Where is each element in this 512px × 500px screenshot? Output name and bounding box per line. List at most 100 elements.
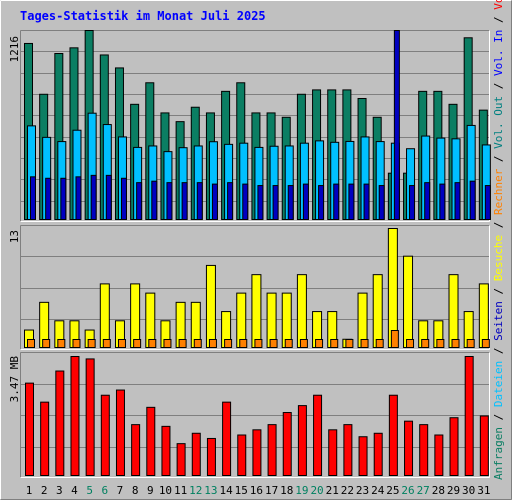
bar-seiten: [484, 185, 491, 220]
bar-rechner: [436, 339, 445, 348]
x-tick-label: 7: [117, 484, 124, 497]
bar-volumen: [252, 429, 262, 476]
bar-seiten: [409, 185, 416, 220]
bar-volumen: [222, 401, 232, 476]
bar-besuche: [205, 264, 216, 348]
panel-visits-ymax-label: 13: [8, 230, 21, 243]
bar-besuche: [130, 283, 141, 348]
bar-volumen: [100, 394, 110, 477]
bar-rechner: [254, 339, 263, 348]
legend-item: Vol. Out: [492, 96, 505, 149]
bar-rechner: [481, 339, 490, 348]
bar-volumen: [191, 432, 201, 477]
chart-legend: Anfragen / Dateien / Seiten / Besuche / …: [492, 0, 505, 480]
bar-volumen: [282, 412, 292, 476]
bar-seiten: [333, 183, 340, 220]
bar-seiten: [378, 185, 385, 220]
bar-rechner: [133, 339, 142, 348]
bar-rechner: [102, 339, 111, 348]
bar-seiten: [363, 183, 370, 220]
chart-title: Tages-Statistik im Monat Juli 2025: [20, 9, 266, 23]
x-tick-label: 18: [280, 484, 293, 497]
bar-rechner: [117, 339, 126, 348]
bar-rechner: [421, 339, 430, 348]
bar-rechner: [345, 339, 354, 348]
x-tick-label: 16: [250, 484, 263, 497]
bar-seiten: [257, 185, 264, 220]
legend-separator: /: [492, 149, 505, 169]
legend-separator: /: [492, 76, 505, 96]
bar-rechner: [360, 339, 369, 348]
x-tick-label: 15: [235, 484, 248, 497]
x-axis-labels: 1 2 3 4 5 6 7 8 9 10 11 12 13 14 15 16 17 18 19 20 21 22 23 24 2…: [26, 484, 491, 497]
bar-seiten: [272, 185, 279, 220]
bar-volumen: [237, 434, 247, 476]
bar-volumen: [146, 406, 156, 476]
x-tick-label: 28: [432, 484, 445, 497]
panel-volume: [20, 352, 490, 478]
bar-rechner: [72, 339, 81, 348]
bar-volumen: [85, 358, 95, 476]
bar-besuche: [99, 283, 110, 348]
bar-seiten: [120, 177, 127, 220]
bar-volumen: [373, 432, 383, 477]
bar-seiten: [424, 182, 431, 221]
bar-seiten: [287, 185, 294, 220]
x-tick-label: 9: [147, 484, 154, 497]
bar-rechner: [269, 339, 278, 348]
bar-besuche: [372, 274, 383, 348]
legend-item: Rechner: [492, 168, 505, 215]
panel-requests-ymax-label: 1216: [8, 36, 21, 63]
bar-seiten: [439, 183, 446, 220]
bar-rechner: [163, 339, 172, 348]
legend-item: Vol. In: [492, 30, 505, 76]
legend-item: Volumen: [492, 0, 505, 10]
bar-volumen: [358, 436, 368, 477]
bar-rechner: [406, 339, 415, 348]
bar-seiten: [60, 177, 67, 220]
bar-besuche: [478, 283, 489, 348]
bar-volumen: [388, 394, 398, 477]
bar-rechner: [390, 330, 399, 348]
bar-volumen: [419, 424, 429, 476]
bar-volumen: [161, 425, 171, 476]
bar-seiten: [348, 183, 355, 220]
x-tick-label: 22: [341, 484, 354, 497]
bar-rechner: [42, 339, 51, 348]
x-tick-label: 26: [401, 484, 414, 497]
bar-rechner: [208, 339, 217, 348]
x-tick-label: 14: [219, 484, 233, 497]
bar-volumen: [313, 394, 323, 477]
bar-seiten: [136, 182, 143, 221]
x-tick-label: 8: [132, 484, 139, 497]
bar-seiten: [105, 174, 112, 221]
bar-volumen: [115, 389, 125, 477]
panel-visits: [20, 225, 490, 350]
bar-rechner: [315, 339, 324, 348]
panel-volume-ymax-label: 3.47 MB: [8, 356, 21, 403]
x-tick-label: 1: [26, 484, 33, 497]
x-tick-label: 19: [295, 484, 308, 497]
x-tick-label: 2: [41, 484, 48, 497]
bar-seiten: [242, 183, 249, 220]
legend-separator: /: [492, 10, 505, 30]
bar-volumen: [479, 415, 489, 476]
bar-volumen: [464, 356, 474, 476]
bar-volumen: [55, 370, 65, 477]
bar-seiten: [75, 176, 82, 220]
bar-rechner: [330, 339, 339, 348]
bar-seiten: [166, 182, 173, 221]
bar-volumen: [70, 356, 80, 476]
bar-seiten: [181, 182, 188, 221]
bar-rechner: [451, 339, 460, 348]
bar-seiten: [151, 180, 158, 220]
x-tick-label: 29: [447, 484, 460, 497]
x-tick-label: 17: [265, 484, 278, 497]
bar-rechner: [27, 339, 35, 348]
x-tick-label: 6: [101, 484, 108, 497]
bar-rechner: [284, 339, 293, 348]
bar-rechner: [466, 339, 475, 348]
bar-volumen: [297, 405, 307, 476]
legend-separator: /: [492, 407, 505, 427]
